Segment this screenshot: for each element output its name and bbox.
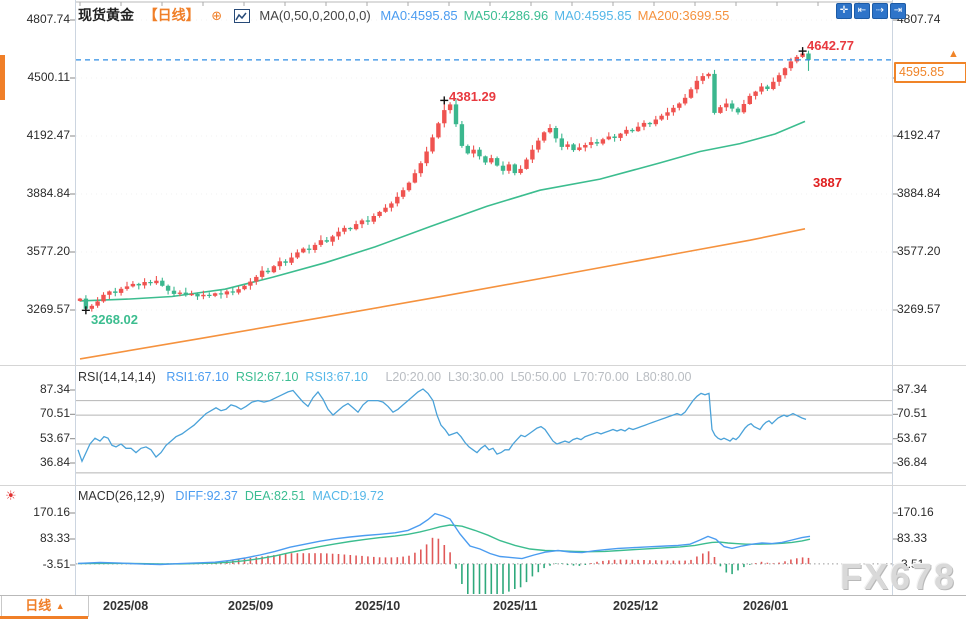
x-axis-label: 2025/10 (355, 599, 401, 613)
main-y-label: 3577.20 (897, 244, 941, 258)
chart-frame (0, 0, 966, 601)
price-annotation: 4381.29 (449, 89, 496, 104)
rsi-y-label: 87.34 (897, 382, 928, 396)
indicator-value: DEA:82.51 (244, 489, 306, 503)
fit-right-icon[interactable]: ⇢ (872, 3, 888, 19)
main-y-label: 4192.47 (897, 128, 941, 142)
rsi-level-label: L70:70.00 (573, 370, 629, 384)
rsi-panel-header: RSI(14,14,14) RSI1:67.10 RSI2:67.10 RSI3:6… (78, 370, 705, 384)
main-y-label: 3884.84 (26, 185, 70, 200)
indicator-value: MA0:4595.85 (554, 8, 632, 23)
symbol-name: 现货黄金 (78, 7, 134, 23)
fit-width-icon[interactable]: ⇤ (854, 3, 870, 19)
rsi-y-label: 53.67 (39, 430, 70, 445)
main-y-label: 3269.57 (897, 302, 941, 316)
rsi-level-label: L20:20.00 (385, 370, 442, 384)
indicator-value: MA0:4595.85 (380, 8, 458, 23)
time-axis-bar (0, 595, 966, 619)
rsi-level-label: L50:50.00 (510, 370, 567, 384)
rsi-y-label: 36.84 (897, 454, 928, 469)
rsi-y-label: 53.67 (897, 430, 928, 445)
x-axis-label: 2025/09 (228, 599, 274, 613)
macd-histogram (79, 537, 810, 594)
candles (77, 50, 811, 312)
indicator-value: DIFF:92.37 (175, 489, 238, 503)
period-tab-daily[interactable]: 日线 ▲ (1, 596, 89, 617)
rsi-level-label: L30:30.00 (448, 370, 504, 384)
indicator-value: MA50:4286.96 (463, 8, 549, 23)
rsi-formula: RSI(14,14,14) (78, 370, 156, 384)
macd-panel-header: MACD(26,12,9) DIFF:92.37 DEA:82.51 MACD:19… (78, 489, 398, 503)
macd-y-label: -3.51 (897, 557, 925, 571)
macd-y-label: 170.16 (897, 505, 934, 519)
macd-y-label: 170.16 (33, 505, 70, 519)
sun-alert-icon[interactable]: ☀ (5, 488, 17, 503)
expand-icon[interactable]: ⊕ (211, 8, 223, 23)
price-up-arrow-icon: ▲ (948, 48, 959, 60)
rsi-y-label: 36.84 (39, 454, 70, 469)
rsi-y-label: 70.51 (39, 406, 70, 421)
indicator-value: RSI3:67.10 (305, 370, 368, 384)
triangle-up-icon: ▲ (55, 601, 65, 611)
main-y-label: 4807.74 (26, 12, 70, 26)
chart-toolbar: ✛ ⇤ ⇢ ⇥ (836, 3, 906, 19)
main-y-label: 3884.84 (897, 185, 941, 200)
macd-y-label: 83.33 (39, 530, 70, 545)
period-tag: 【日线】 (143, 7, 200, 23)
x-axis-label: 2026/01 (743, 599, 789, 613)
main-y-label: 4807.74 (897, 12, 941, 26)
main-y-label: 3269.57 (26, 302, 70, 316)
x-axis-label: 2025/11 (493, 599, 538, 613)
ma-formula: MA(0,50,0,200,0,0) (259, 8, 371, 23)
macd-formula: MACD(26,12,9) (78, 489, 165, 503)
price-annotation: 3887 (813, 175, 842, 190)
rsi-line (77, 388, 807, 464)
x-axis-label: 2025/12 (613, 599, 659, 613)
main-y-label: 4192.47 (26, 128, 70, 142)
extreme-markers (81, 47, 807, 315)
period-tab-underline (0, 616, 88, 619)
x-axis-label: 2025/08 (103, 599, 149, 613)
ma50-line (79, 120, 806, 302)
indicator-value: RSI1:67.10 (166, 370, 229, 384)
dea-line (77, 524, 811, 565)
indicator-value: RSI2:67.10 (235, 370, 299, 384)
watermark: FX678 (840, 556, 957, 597)
ma-values: MA0:4595.85 MA50:4286.96 MA0:4595.85 MA200:… (380, 8, 735, 23)
pan-icon[interactable]: ✛ (836, 3, 852, 19)
indicator-value: MA200:3699.55 (637, 8, 730, 23)
rsi-y-label: 87.34 (39, 382, 70, 396)
indicator-value: MACD:19.72 (312, 489, 384, 503)
goto-latest-icon[interactable]: ⇥ (890, 3, 906, 19)
ma200-line (79, 228, 806, 360)
ma-indicator-icon[interactable] (233, 9, 250, 23)
main-chart-header: 现货黄金 【日线】 ⊕ MA(0,50,0,200,0,0) MA0:4595.… (78, 5, 741, 25)
rsi-level-label: L80:80.00 (635, 370, 692, 384)
price-annotations: 4381.29 4642.77 3268.02 3887 (91, 38, 854, 327)
left-edge-marker (0, 55, 5, 100)
price-annotation: 4642.77 (807, 38, 854, 53)
last-price-box: 4595.85 (894, 62, 966, 83)
diff-line (77, 512, 811, 566)
main-y-label: 3577.20 (26, 244, 70, 258)
price-annotation: 3268.02 (91, 312, 138, 327)
rsi-y-label: 70.51 (897, 406, 928, 421)
macd-y-label: -3.51 (42, 557, 70, 571)
macd-y-label: 83.33 (897, 530, 928, 545)
main-y-label: 4500.11 (27, 69, 71, 84)
